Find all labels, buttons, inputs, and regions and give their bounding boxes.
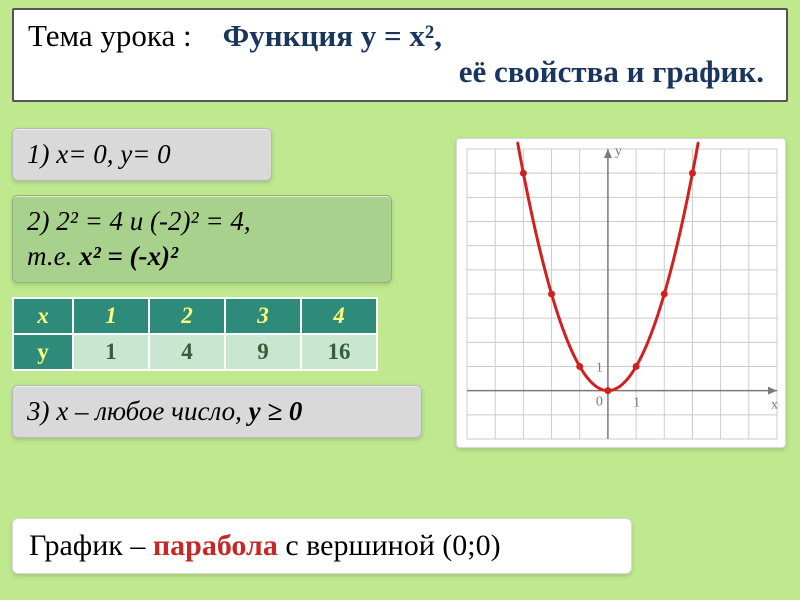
conclusion-prefix: График – — [29, 529, 153, 562]
table-row-y: y 14916 — [13, 334, 377, 370]
svg-text:x: x — [771, 398, 778, 413]
table-cell: 4 — [301, 298, 377, 334]
svg-text:1: 1 — [633, 396, 640, 411]
slide: Тема урока : Функция y = x², её свойства… — [0, 0, 800, 600]
property-3-prefix: 3) x – любое число, — [27, 396, 249, 426]
table-row-x: х 1234 — [13, 298, 377, 334]
table-cell: 1 — [73, 334, 149, 370]
conclusion-box: График – парабола с вершиной (0;0) — [12, 518, 632, 574]
table-y-label: y — [13, 334, 73, 370]
property-1-box: 1) x= 0, y= 0 — [12, 128, 272, 181]
parabola-chart: y x 0 1 1 — [456, 138, 786, 448]
values-table: х 1234 y 14916 — [12, 297, 378, 371]
conclusion-parabola: парабола — [153, 529, 278, 562]
property-3-box: 3) x – любое число, y ≥ 0 — [12, 385, 422, 438]
property-2a-text: 2) 2² = 4 и (-2)² = 4, — [27, 206, 251, 236]
title-prefix: Тема урока : — [28, 18, 192, 53]
table-cell: 1 — [73, 298, 149, 334]
title-main-2: её свойства и график. — [28, 54, 772, 90]
title-box: Тема урока : Функция y = x², её свойства… — [12, 8, 788, 102]
table-x-label: х — [13, 298, 73, 334]
table-cell: 9 — [225, 334, 301, 370]
title-line-1: Тема урока : Функция y = x², — [28, 18, 772, 54]
property-2b-bold: x² = (-x)² — [79, 241, 178, 271]
left-column: 1) x= 0, y= 0 2) 2² = 4 и (-2)² = 4, т.е… — [12, 128, 432, 452]
table-cell: 4 — [149, 334, 225, 370]
table-cell: 16 — [301, 334, 377, 370]
property-2-box: 2) 2² = 4 и (-2)² = 4, т.е. x² = (-x)² — [12, 195, 392, 283]
svg-text:0: 0 — [596, 395, 603, 410]
chart-svg: y x 0 1 1 — [457, 139, 787, 449]
title-main-1: Функция y = x², — [223, 18, 442, 53]
property-2b-prefix: т.е. — [27, 241, 79, 271]
conclusion-suffix: с вершиной (0;0) — [278, 529, 501, 562]
table-cell: 2 — [149, 298, 225, 334]
svg-text:1: 1 — [596, 361, 603, 376]
svg-text:y: y — [615, 144, 622, 159]
property-3-bold: y ≥ 0 — [249, 396, 303, 426]
property-1-text: 1) x= 0, y= 0 — [27, 139, 171, 169]
table-cell: 3 — [225, 298, 301, 334]
